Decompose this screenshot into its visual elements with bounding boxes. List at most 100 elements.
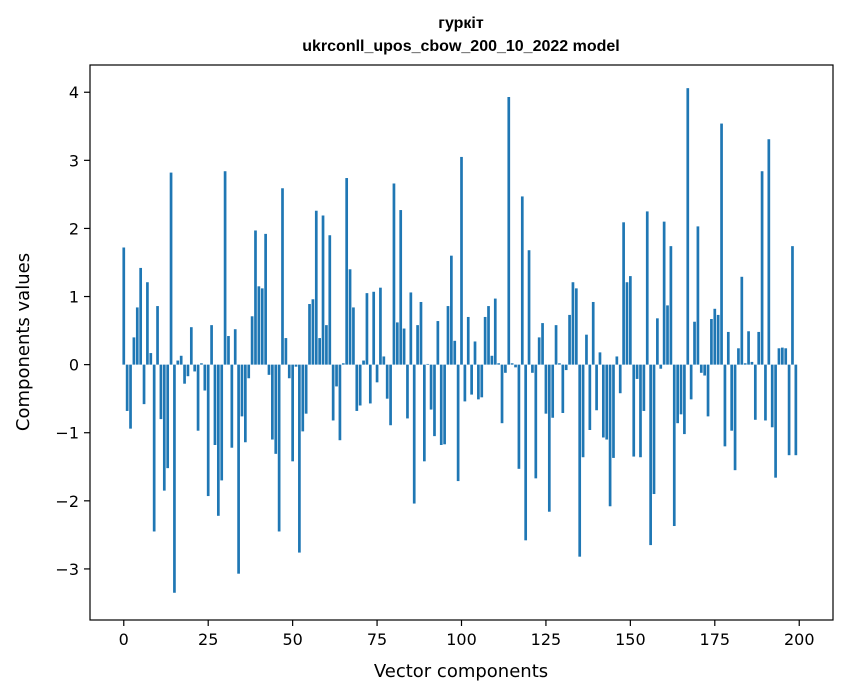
bar-69	[355, 364, 359, 411]
bar-165	[679, 364, 683, 415]
bar-102	[466, 316, 470, 365]
bar-138	[588, 364, 592, 430]
bar-96	[446, 306, 450, 365]
bar-55	[308, 304, 311, 365]
bar-9	[152, 364, 156, 532]
bar-91	[429, 364, 433, 410]
bar-20	[189, 327, 193, 365]
bar-72	[365, 293, 369, 365]
bar-15	[173, 364, 176, 593]
bar-168	[689, 364, 693, 400]
bar-176	[716, 314, 720, 365]
bar-32	[230, 364, 234, 448]
bar-142	[601, 364, 605, 438]
bar-87	[416, 325, 419, 365]
bar-93	[436, 321, 440, 365]
bar-52	[298, 364, 301, 553]
bar-56	[311, 299, 315, 365]
bar-172	[703, 364, 707, 376]
bar-48	[284, 338, 288, 365]
bar-53	[301, 364, 305, 432]
bar-33	[233, 329, 237, 365]
bar-160	[662, 221, 666, 365]
bar-180	[730, 364, 734, 431]
bar-28	[216, 364, 220, 516]
bar-162	[669, 246, 673, 365]
bar-184	[743, 363, 747, 365]
chart-title-line2: ukrconll_upos_cbow_200_10_2022 model	[302, 38, 619, 55]
bar-71	[362, 360, 365, 365]
bar-61	[328, 235, 332, 365]
bar-128	[554, 325, 558, 365]
bar-115	[510, 363, 514, 365]
bar-103	[470, 364, 473, 395]
bar-64	[338, 364, 342, 441]
bar-76	[379, 287, 382, 365]
bar-100	[460, 156, 463, 365]
bar-175	[713, 308, 717, 365]
bar-136	[581, 364, 585, 458]
bar-156	[649, 364, 652, 546]
bar-122	[534, 364, 538, 479]
y-tick-label: −2	[55, 492, 79, 511]
y-tick-label: 4	[69, 83, 79, 102]
bar-95	[443, 364, 446, 445]
bar-173	[706, 364, 710, 417]
bar-37	[247, 364, 251, 379]
bar-14	[169, 172, 173, 365]
bar-140	[595, 364, 598, 411]
bar-151	[632, 364, 636, 457]
bar-10	[156, 306, 159, 365]
bar-84	[406, 364, 409, 419]
bar-169	[693, 321, 696, 365]
bar-83	[402, 328, 406, 365]
bar-3	[132, 337, 136, 365]
bar-144	[608, 364, 612, 507]
bar-98	[453, 340, 457, 365]
bar-73	[368, 364, 372, 404]
bar-109	[490, 355, 494, 365]
bar-152	[635, 364, 639, 379]
y-tick-label: 1	[69, 288, 79, 307]
bar-34	[237, 364, 240, 574]
bar-38	[250, 316, 254, 365]
bar-127	[551, 364, 555, 418]
bar-171	[699, 364, 703, 373]
y-tick-label: −1	[55, 424, 79, 443]
bar-145	[612, 364, 615, 458]
bar-194	[777, 348, 781, 365]
bar-79	[389, 364, 392, 426]
bar-58	[318, 338, 321, 365]
y-tick-label: 2	[69, 219, 79, 238]
bar-51	[294, 364, 298, 367]
bar-75	[375, 364, 379, 383]
bar-150	[629, 276, 632, 365]
bar-157	[652, 364, 656, 495]
bar-1	[125, 364, 129, 411]
bar-137	[585, 334, 588, 365]
bar-19	[186, 364, 190, 377]
bar-74	[372, 291, 376, 365]
bar-164	[676, 364, 679, 424]
bar-25	[206, 364, 210, 497]
bar-88	[419, 301, 423, 365]
y-tick-label: 3	[69, 151, 79, 170]
bar-57	[314, 210, 318, 365]
bar-68	[352, 307, 355, 365]
bar-188	[757, 331, 761, 365]
x-tick-label: 175	[700, 630, 731, 649]
bar-29	[220, 364, 224, 481]
bar-178	[723, 364, 727, 447]
bar-11	[159, 364, 163, 420]
bar-155	[645, 211, 649, 365]
bar-182	[737, 348, 740, 365]
bar-22	[196, 364, 200, 431]
bar-170	[696, 226, 700, 365]
bar-111	[497, 363, 500, 365]
bar-130	[561, 364, 565, 413]
bar-199	[794, 364, 798, 456]
bar-143	[605, 364, 609, 440]
bar-27	[213, 364, 217, 445]
bar-78	[385, 364, 389, 399]
